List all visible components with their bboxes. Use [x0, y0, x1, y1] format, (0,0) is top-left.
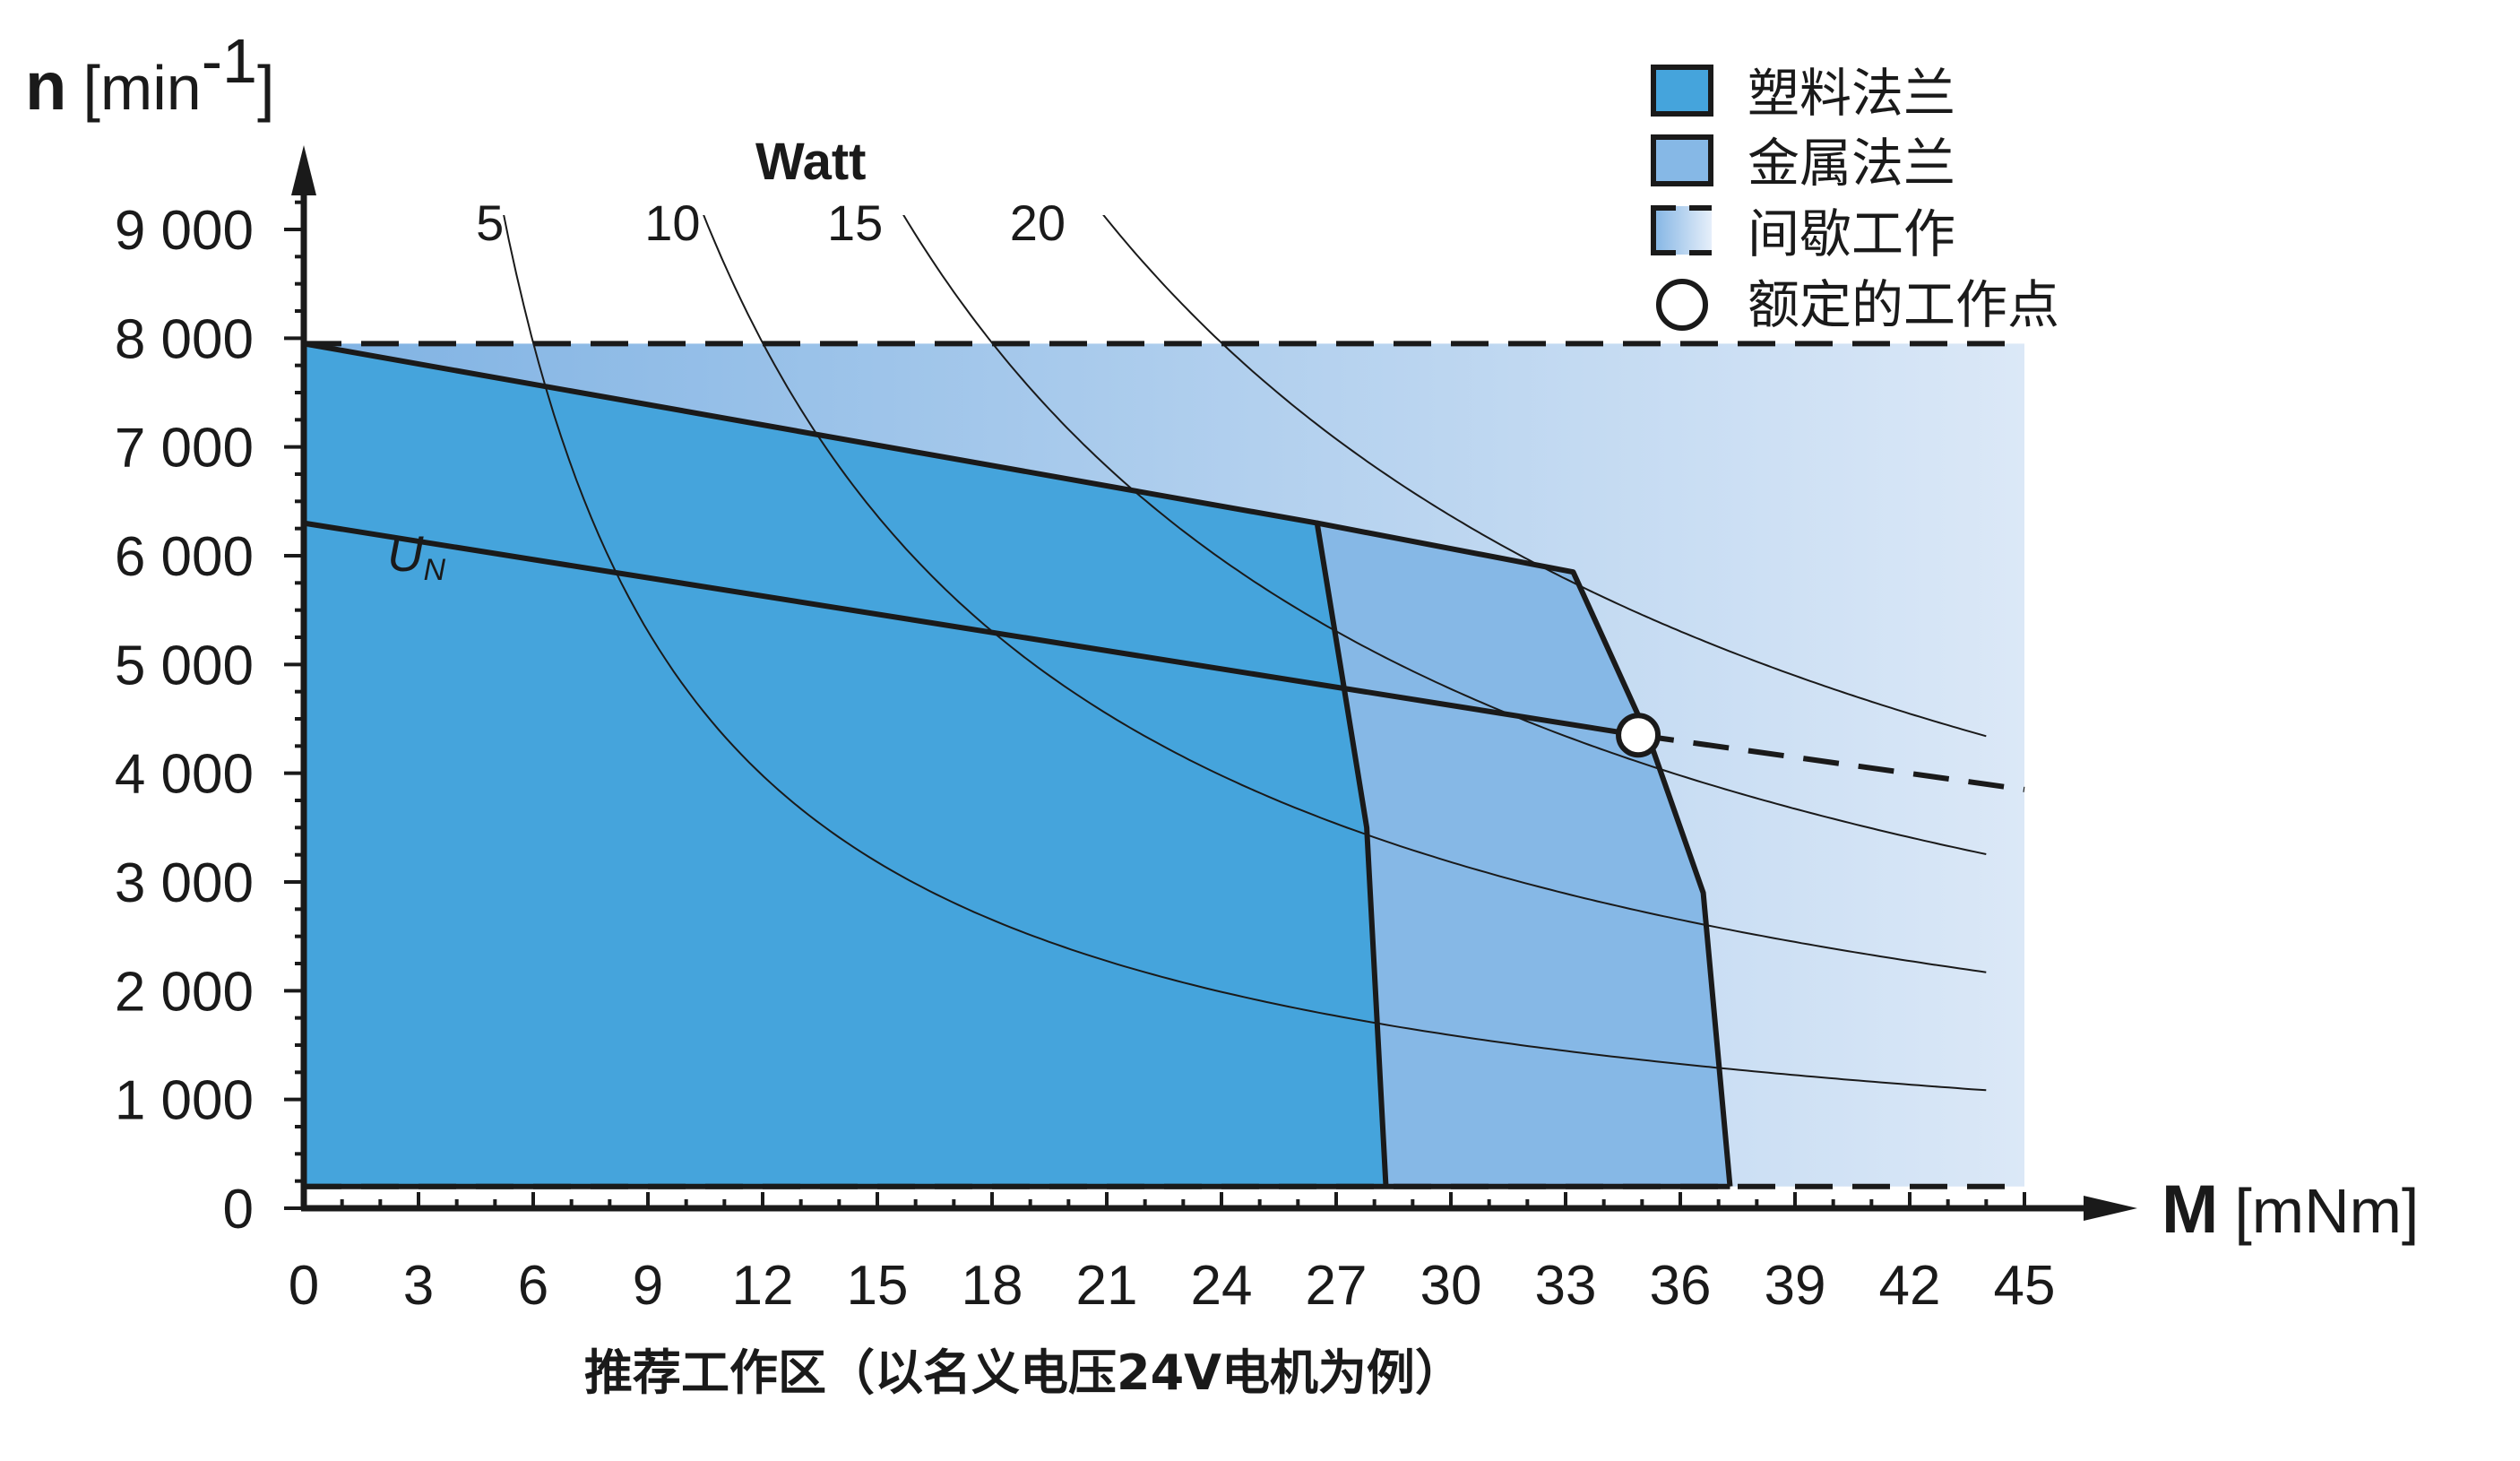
y-tick-label: 1 000 [115, 1070, 254, 1132]
legend-label-plastic: 塑料法兰 [1748, 63, 1955, 124]
x-tick-label: 15 [847, 1255, 909, 1317]
legend-swatch-rated-point [1656, 279, 1708, 331]
x-tick-label: 9 [633, 1255, 663, 1317]
chart-caption: 推荐工作区（以名义电压24V电机为例） [584, 1344, 1463, 1401]
x-tick-label: 6 [518, 1255, 548, 1317]
x-tick-label: 21 [1076, 1255, 1138, 1317]
legend-label-intermittent: 间歇工作 [1748, 203, 1955, 264]
y-tick-label: 8 000 [115, 308, 254, 370]
x-ticks: 0 3 6 9 12 15 18 21 24 27 30 33 36 39 42 45 [289, 1192, 2056, 1317]
x-tick-label: 3 [403, 1255, 434, 1317]
un-line-solid [303, 520, 1639, 739]
legend-label-rated-point: 额定的工作点 [1748, 274, 2059, 335]
un-line-dashed [1637, 732, 2025, 792]
plastic-flange-region [304, 343, 1386, 1187]
y-tick-label: 2 000 [115, 961, 254, 1023]
power-curve-label-15w: 15 [827, 195, 883, 251]
x-tick-label: 30 [1420, 1255, 1482, 1317]
y-tick-label: 3 000 [115, 852, 254, 914]
y-tick-label: 9 000 [115, 200, 254, 262]
y-tick-label: 4 000 [115, 744, 254, 806]
y-tick-label: 6 000 [115, 526, 254, 588]
x-tick-label: 0 [289, 1255, 319, 1317]
x-tick-label: 27 [1306, 1255, 1368, 1317]
y-tick-label: 5 000 [115, 635, 254, 696]
power-curves [503, 215, 1987, 1092]
y-axis-arrow [291, 145, 316, 195]
metal-flange-region [1316, 523, 1730, 1187]
y-ticks: 0 1 000 2 000 3 000 4 000 5 000 6 000 7 000 8 00… [115, 200, 304, 1241]
power-curve-label-10w: 10 [644, 195, 700, 251]
x-tick-label: 39 [1765, 1255, 1826, 1317]
legend: 塑料法兰 金属法兰 间歇工作 额定的工作点 [1651, 63, 2059, 335]
power-curve-10w [703, 215, 1987, 973]
watt-title: Watt [755, 133, 866, 191]
legend-swatch-intermittent [1651, 205, 1712, 255]
x-tick-label: 24 [1191, 1255, 1253, 1317]
x-tick-label: 18 [962, 1255, 1023, 1317]
y-axis-title: n [min-1] [25, 26, 274, 125]
x-tick-label: 33 [1535, 1255, 1597, 1317]
x-tick-label: 42 [1879, 1255, 1941, 1317]
power-curve-label-5w: 5 [476, 195, 504, 251]
rated-operating-point [1616, 713, 1661, 758]
power-curve-label-20w: 20 [1010, 195, 1066, 251]
x-axis-title: M [mNm] [2162, 1171, 2419, 1248]
un-label: UN [387, 525, 445, 587]
y-tick-label: 7 000 [115, 418, 254, 480]
x-tick-label: 36 [1650, 1255, 1712, 1317]
y-tick-label: 0 [223, 1179, 254, 1241]
x-axis-arrow [2084, 1196, 2137, 1221]
power-curve-5w [503, 215, 1987, 1092]
power-curve-20w [1102, 215, 1987, 738]
legend-label-metal: 金属法兰 [1748, 133, 1955, 194]
power-curve-15w [902, 215, 1987, 855]
legend-swatch-metal [1651, 134, 1713, 186]
x-tick-label: 45 [1994, 1255, 2056, 1317]
legend-swatch-plastic [1651, 65, 1713, 117]
x-tick-label: 12 [732, 1255, 794, 1317]
